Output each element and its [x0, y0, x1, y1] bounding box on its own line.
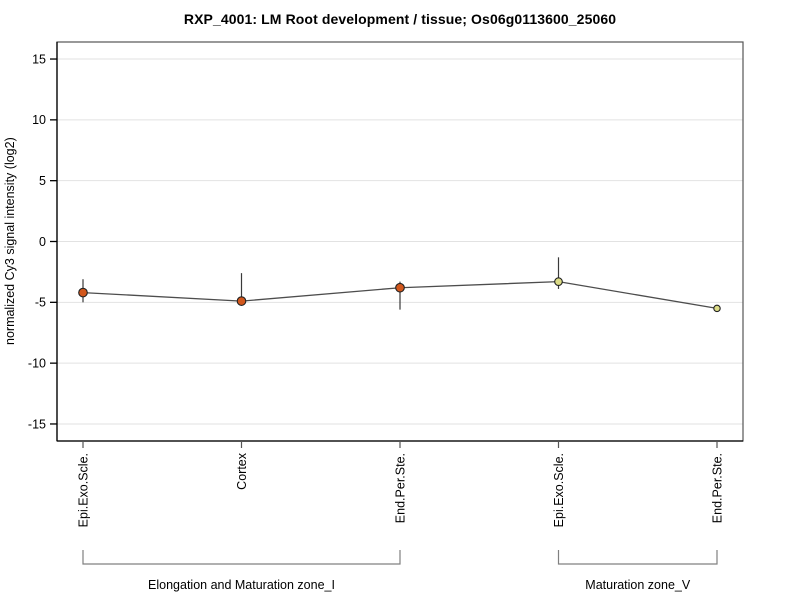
y-tick-label: 5 — [39, 174, 46, 188]
data-point — [395, 282, 405, 293]
group-bracket — [82, 550, 401, 565]
y-tick-label: 0 — [39, 235, 46, 249]
data-point — [78, 287, 88, 298]
group-label: Maturation zone_V — [585, 578, 691, 592]
chart-title: RXP_4001: LM Root development / tissue; … — [183, 11, 617, 27]
group-label: Elongation and Maturation zone_I — [148, 578, 335, 592]
y-tick-label: 15 — [32, 52, 46, 66]
y-tick-label: -10 — [28, 356, 46, 370]
data-point — [554, 277, 563, 286]
y-tick-label: 10 — [32, 113, 46, 127]
y-tick-label: -15 — [28, 417, 46, 431]
data-point — [236, 296, 247, 306]
x-tick-label: End.Per.Ste. — [394, 453, 408, 523]
x-tick-label: Epi.Exo.Scle. — [77, 453, 91, 527]
x-tick-label: Cortex — [235, 452, 249, 490]
y-tick-label: -5 — [35, 296, 46, 310]
group-bracket — [557, 550, 718, 565]
data-point — [713, 304, 721, 313]
x-tick-label: Epi.Exo.Scle. — [552, 453, 566, 527]
x-tick-label: End.Per.Ste. — [711, 453, 725, 523]
